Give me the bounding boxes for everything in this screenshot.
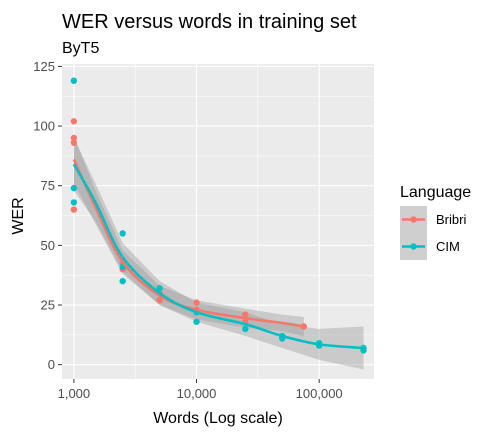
confidence-band-bribri: [73, 135, 304, 337]
data-point-bribri: [242, 311, 249, 318]
data-point-bribri: [70, 206, 78, 213]
data-point-bribri: [156, 297, 163, 304]
data-point-bribri: [70, 134, 78, 142]
legend-label: Bribri: [436, 212, 466, 227]
x-axis-title: Words (Log scale): [153, 410, 283, 427]
y-tick-label: 50: [41, 238, 55, 253]
legend-title: Language: [400, 184, 471, 201]
plot-panel: [62, 64, 374, 379]
data-point-cim: [70, 184, 78, 192]
chart-subtitle: ByT5: [62, 40, 99, 57]
y-tick-label: 0: [48, 357, 55, 372]
y-tick-label: 100: [33, 119, 55, 134]
x-tick-label: 100,000: [296, 386, 343, 401]
data-point-cim: [242, 325, 249, 333]
data-point-cim: [119, 277, 126, 285]
x-tick-label: 10,000: [177, 386, 217, 401]
legend-item-cim: CIM: [400, 233, 460, 260]
y-axis-title: WER: [10, 197, 27, 234]
data-point-cim: [156, 285, 163, 292]
smooth-line-cim: [72, 163, 364, 350]
data-point-bribri: [70, 118, 78, 125]
legend-item-bribri: Bribri: [400, 206, 466, 233]
legend-key-point: [410, 243, 417, 250]
panel-background: [62, 64, 374, 379]
legend-label: CIM: [436, 239, 460, 254]
x-tick-label: 1,000: [58, 386, 91, 401]
y-axis: 0 25 50 75 100 125: [33, 59, 62, 372]
data-point-cim: [119, 230, 126, 237]
x-axis: 1,000 10,000 100,000: [58, 379, 343, 401]
y-tick-label: 25: [41, 298, 55, 313]
legend: Language Bribri CIM: [400, 184, 471, 260]
y-tick-label: 125: [33, 59, 55, 74]
chart-title: WER versus words in training set: [62, 11, 357, 33]
legend-key-point: [410, 216, 417, 223]
data-point-cim: [70, 77, 78, 84]
data-point-bribri: [193, 299, 200, 306]
y-tick-label: 75: [41, 178, 55, 193]
data-point-cim: [70, 199, 78, 206]
data-point-bribri: [70, 139, 78, 146]
data-point-cim: [193, 318, 200, 325]
